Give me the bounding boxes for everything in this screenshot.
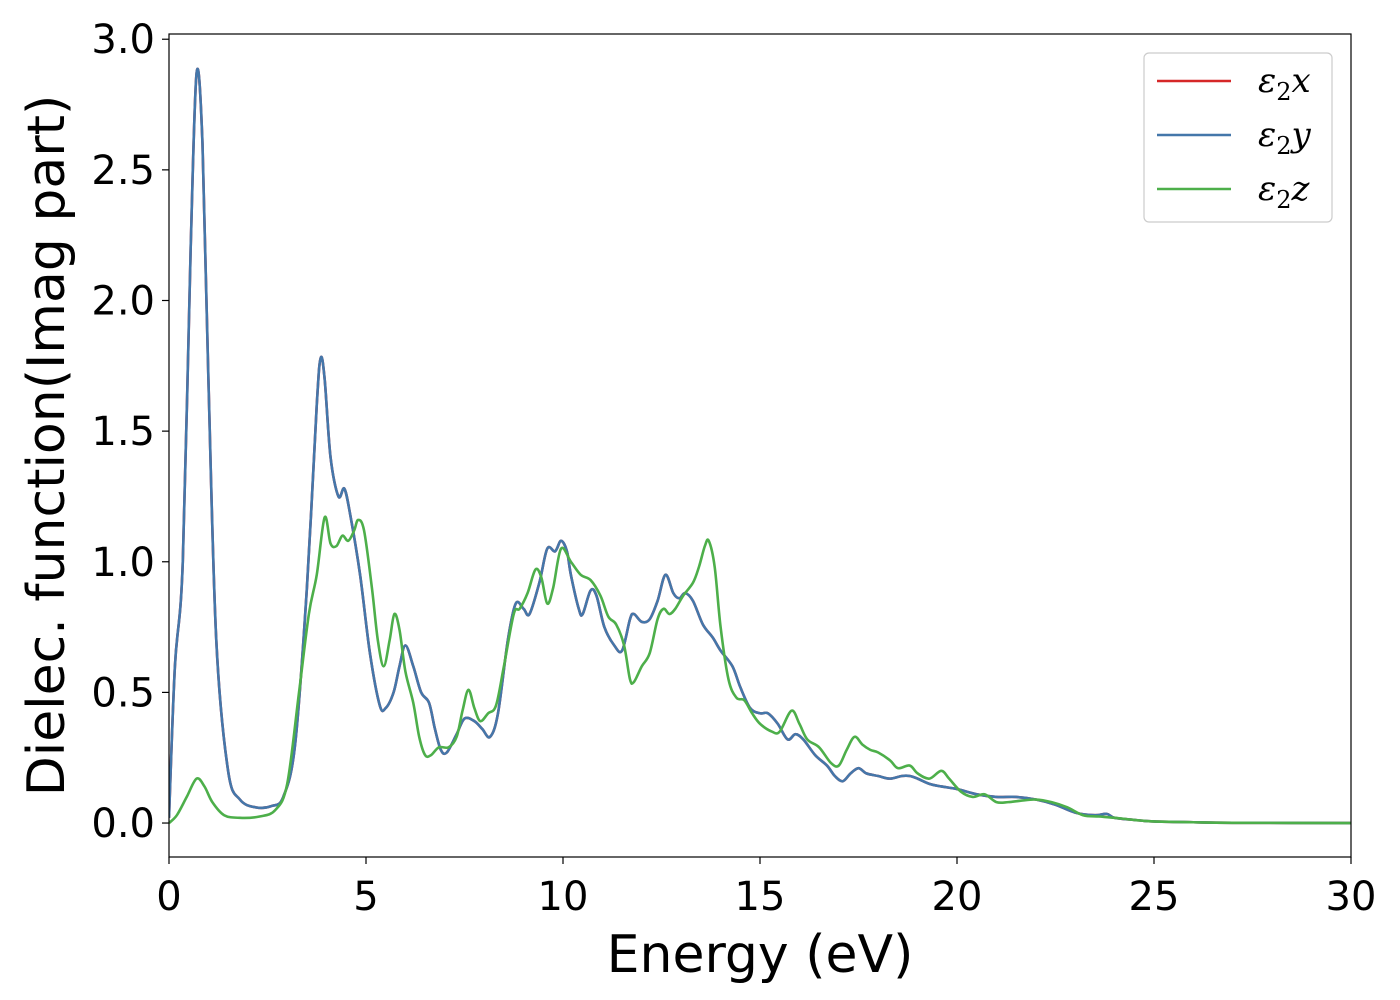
legend-box [1143, 52, 1333, 223]
legend-subscript: 2 [1276, 186, 1291, 214]
series-lines [169, 67, 1351, 825]
y-tick-label: 0.0 [91, 801, 155, 847]
y-tick-label: 0.5 [91, 670, 155, 716]
legend-symbol: ε [1258, 115, 1276, 155]
legend-suffix: y [1290, 115, 1312, 155]
legend-item-z: ε2z [1157, 169, 1311, 214]
legend-symbol: ε [1258, 61, 1276, 101]
legend-label: ε2z [1258, 169, 1311, 214]
legend-subscript: 2 [1276, 132, 1291, 160]
y-tick-label: 1.0 [91, 540, 155, 586]
legend-subscript: 2 [1276, 78, 1291, 106]
y-tick-label: 2.0 [91, 278, 155, 324]
y-tick-label: 1.5 [91, 409, 155, 455]
legend-suffix: z [1291, 169, 1311, 209]
x-tick-label: 15 [735, 874, 786, 920]
x-axis-title: Energy (eV) [607, 925, 914, 985]
x-tick-label: 30 [1326, 874, 1377, 920]
legend-symbol: ε [1258, 169, 1276, 209]
y-tick-label: 3.0 [91, 17, 155, 63]
y-axis-title: Dielec. function(Imag part) [17, 95, 77, 797]
x-tick-label: 0 [156, 874, 181, 920]
legend-label: ε2x [1258, 61, 1311, 106]
x-tick-label: 20 [932, 874, 983, 920]
legend-suffix: x [1292, 61, 1311, 101]
y-axis: 0.0 0.5 1.0 1.5 2.0 2.5 3.0 [91, 17, 169, 847]
series-line-z [169, 515, 1351, 825]
x-tick-label: 10 [538, 874, 589, 920]
x-tick-label: 25 [1129, 874, 1180, 920]
y-tick-label: 2.5 [91, 148, 155, 194]
legend-item-y: ε2y [1157, 115, 1312, 160]
legend-label: ε2y [1258, 115, 1312, 160]
series-line-y [169, 67, 1351, 825]
x-tick-label: 5 [353, 874, 378, 920]
legend-item-x: ε2x [1157, 61, 1311, 106]
x-axis: 0 5 10 15 20 25 30 [156, 857, 1376, 920]
